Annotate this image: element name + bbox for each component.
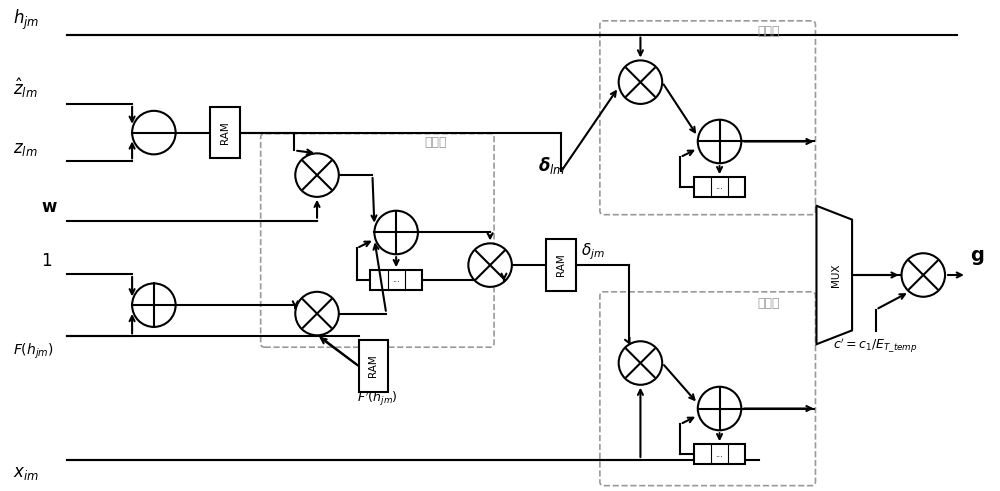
Text: $\boldsymbol{\delta}_{lm}$: $\boldsymbol{\delta}_{lm}$: [538, 155, 565, 176]
Text: $c'=c_1/E_{T\_temp}$: $c'=c_1/E_{T\_temp}$: [833, 337, 918, 355]
Bar: [694, 177, 745, 197]
Circle shape: [619, 60, 662, 104]
Circle shape: [698, 387, 741, 430]
Text: 乘累加: 乘累加: [758, 297, 780, 310]
Circle shape: [132, 111, 176, 154]
Text: RAM: RAM: [368, 355, 378, 378]
Text: $x_{im}$: $x_{im}$: [13, 464, 39, 482]
Bar: [359, 340, 388, 392]
Text: $z_{lm}$: $z_{lm}$: [13, 140, 38, 158]
Circle shape: [374, 211, 418, 254]
Circle shape: [698, 120, 741, 163]
Circle shape: [132, 283, 176, 327]
Circle shape: [295, 292, 339, 335]
Bar: [546, 240, 576, 291]
Circle shape: [902, 253, 945, 297]
Text: RAM: RAM: [556, 254, 566, 276]
Bar: [694, 444, 745, 464]
Text: $F(h_{jm})$: $F(h_{jm})$: [13, 341, 54, 360]
Circle shape: [295, 153, 339, 197]
Text: 乘累加: 乘累加: [758, 25, 780, 38]
Text: ...: ...: [716, 449, 723, 459]
Circle shape: [619, 341, 662, 385]
Text: $1$: $1$: [41, 252, 52, 270]
Text: MUX: MUX: [831, 263, 841, 287]
Text: $\delta_{jm}$: $\delta_{jm}$: [581, 241, 605, 262]
Polygon shape: [816, 206, 852, 344]
Text: RAM: RAM: [220, 121, 230, 144]
Circle shape: [468, 244, 512, 287]
Text: $\mathbf{g}$: $\mathbf{g}$: [970, 248, 984, 267]
Text: 乘累加: 乘累加: [424, 136, 447, 149]
Text: $h_{jm}$: $h_{jm}$: [13, 7, 40, 32]
Text: ...: ...: [716, 183, 723, 191]
Text: $\hat{z}_{lm}$: $\hat{z}_{lm}$: [13, 77, 38, 100]
Bar: [210, 107, 240, 158]
Text: $F'(h_{jm})$: $F'(h_{jm})$: [357, 389, 398, 408]
Text: $\mathbf{w}$: $\mathbf{w}$: [41, 198, 58, 216]
Text: ...: ...: [392, 275, 400, 284]
Bar: [370, 270, 422, 290]
